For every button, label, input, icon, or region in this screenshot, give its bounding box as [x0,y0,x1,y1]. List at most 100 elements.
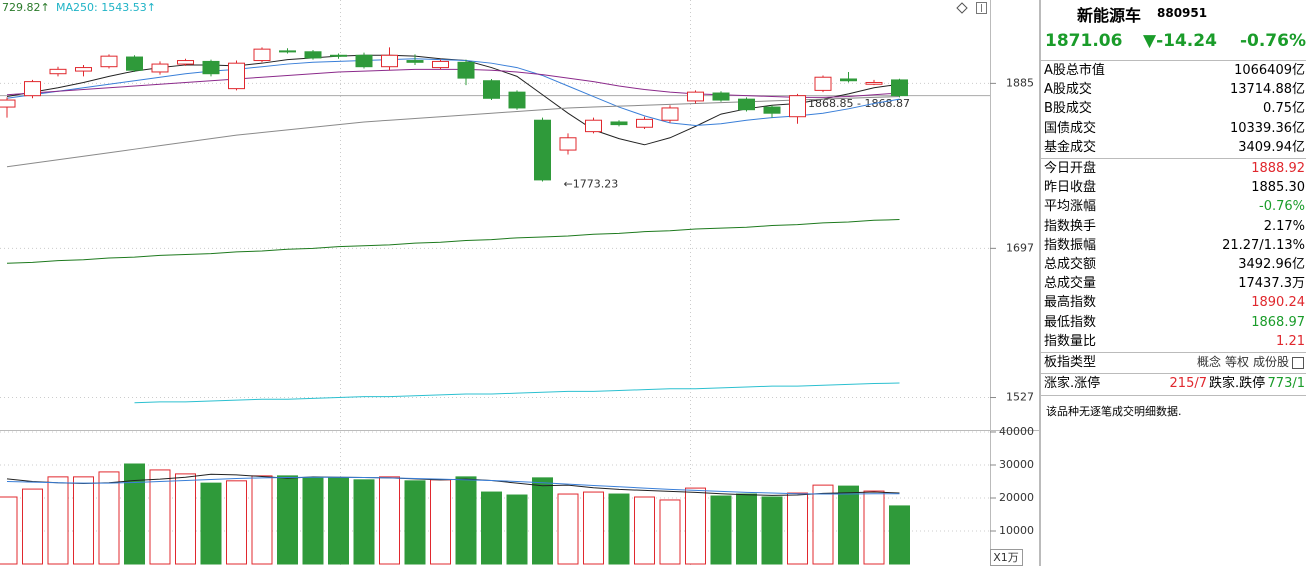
diamond-icon[interactable] [956,2,968,14]
y-tick-label: 10000 [999,524,1034,537]
row-label: A股总市值 [1044,63,1105,78]
info-row: 指数振幅 21.27/1.13% [1041,236,1305,255]
candle-body [49,68,67,75]
info-row: 昨日收盘 1885.30 [1041,178,1305,197]
row-value: 1.21 [1276,333,1305,349]
candle-body [432,60,449,69]
volume-bar [532,477,553,565]
info-row: 指数量比 1.21 [1041,332,1305,351]
volume-bar [557,493,579,565]
info-panel: 新能源车 880951 1871.06 ▼-14.24 -0.76% A股总市值 10664… [1040,0,1306,566]
volume-bar [353,479,375,565]
board-row: 板指类型 概念 等权 成份股 [1041,353,1305,372]
info-row: 指数换手 2.17% [1041,217,1305,236]
row-value: 2.17% [1263,218,1305,234]
row-label: 指数换手 [1044,218,1097,234]
info-row: A股总市值 1066409亿 [1041,61,1305,80]
ma-line [6,68,900,98]
volume-bar [430,479,451,565]
row-value: 3409.94亿 [1238,139,1305,155]
volume-bar [226,480,247,565]
separator [1041,352,1306,353]
volume-bar [838,485,859,565]
candle-body [483,80,500,99]
row-value: 0.75亿 [1263,101,1305,117]
separator [1041,60,1306,61]
volume-bar [583,491,604,565]
board-values: 概念 等权 成份股 [1193,353,1305,372]
row-label: 板指类型 [1044,355,1097,370]
candle-body [355,54,373,68]
row-value: 1066409亿 [1234,63,1305,78]
candle-body [763,106,781,114]
volume-bar [200,482,222,565]
candle-body [559,137,577,151]
row-label: 平均涨幅 [1044,199,1097,215]
ma-line [6,58,900,126]
row-value: 1888.92 [1251,161,1305,176]
candle-body [330,54,347,57]
scroll-icon[interactable] [976,2,987,14]
volume-bar [175,473,196,565]
candle-body [406,60,424,63]
candle-body [100,55,118,68]
up-label: 涨家.涨停 [1044,376,1101,391]
candle-body [457,61,475,79]
volume-bar [736,493,757,565]
down-count: 773/1 [1267,376,1305,391]
up-count: 215/7 [1169,376,1207,391]
volume-bar [608,493,630,565]
change-pct: -0.76% [1239,31,1306,51]
down-label: 跌家.跌停 [1209,376,1266,391]
candle-body [840,78,857,82]
row-label: 基金成交 [1044,139,1097,155]
candle-body [891,79,908,97]
volume-bar [22,488,43,565]
y-tick-label: 1697 [1006,241,1034,254]
info-row: 总成交额 3492.96亿 [1041,255,1305,274]
volume-bar [634,496,655,565]
candle-body [661,107,679,121]
volume-bar [761,496,783,565]
volume-bar [685,487,706,565]
volume-bar [251,475,273,565]
volume-bar [481,491,502,565]
separator [1041,158,1306,159]
info-row: A股成交 13714.88亿 [1041,80,1305,99]
info-row: 基金成交 3409.94亿 [1041,138,1305,157]
volume-bar [889,505,910,565]
info-row: 国债成交 10339.36亿 [1041,119,1305,138]
ma-line [6,476,900,495]
volume-bar [0,496,18,565]
candle-body [75,67,92,72]
row-value: 17437.3万 [1238,276,1305,292]
row-value: -0.76% [1259,199,1305,215]
volume-bar [455,476,477,565]
candle-body [508,91,526,109]
y-tick-label: 40000 [999,425,1034,438]
candle-body [712,92,730,101]
candle-body [610,121,628,126]
row-value: 13714.88亿 [1229,82,1305,98]
row-label: 指数量比 [1044,333,1097,349]
volume-bar [787,492,808,565]
candle-body [202,60,220,75]
candle-body [151,63,169,73]
row-label: 总成交额 [1044,257,1097,272]
row-value: 1890.24 [1251,295,1305,311]
row-value: 1868.97 [1251,314,1305,330]
legend-ma250: MA250: 1543.53↑ [56,1,156,14]
volume-bar [710,495,732,565]
row-label: 指数振幅 [1044,237,1097,253]
row-label: 今日开盘 [1044,161,1097,176]
board-type: 成份股 [1252,355,1289,369]
volume-bar [379,476,400,565]
row-value: 21.27/1.13% [1222,237,1305,253]
info-row: 平均涨幅 -0.76% [1041,197,1305,216]
candle-body [636,118,653,128]
note: 该品种无逐笔成交明细数据. [1046,405,1182,418]
separator [1041,373,1306,374]
change: ▼-14.24 [1143,31,1217,51]
candle-body [279,50,296,53]
